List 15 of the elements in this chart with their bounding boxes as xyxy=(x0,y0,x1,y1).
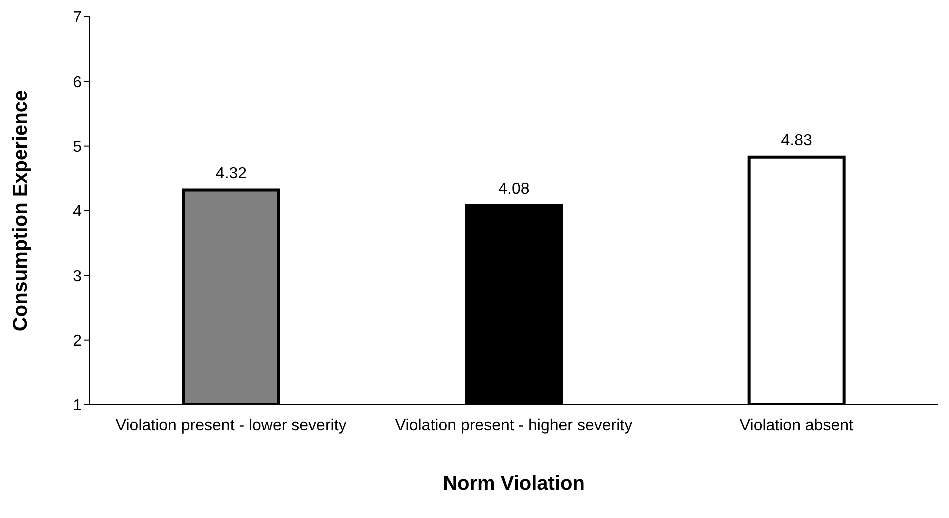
data-label: 4.08 xyxy=(498,180,530,198)
x-tick-label: Violation present - higher severity xyxy=(395,417,633,434)
y-tick-label: 3 xyxy=(73,268,82,286)
y-tick-label: 5 xyxy=(73,139,82,156)
y-tick-label: 1 xyxy=(73,398,82,415)
y-tick-label: 6 xyxy=(73,74,82,92)
y-tick-label: 4 xyxy=(73,204,82,221)
data-label: 4.83 xyxy=(781,132,813,150)
y-axis-title: Consumption Experience xyxy=(10,90,32,332)
x-tick-label: Violation present - lower severity xyxy=(116,417,347,434)
y-tick-label: 7 xyxy=(73,10,82,27)
x-axis-title: Norm Violation xyxy=(443,473,585,495)
x-tick-label: Violation absent xyxy=(740,417,854,434)
data-label: 4.32 xyxy=(216,165,248,182)
y-tick-label: 2 xyxy=(73,333,82,350)
